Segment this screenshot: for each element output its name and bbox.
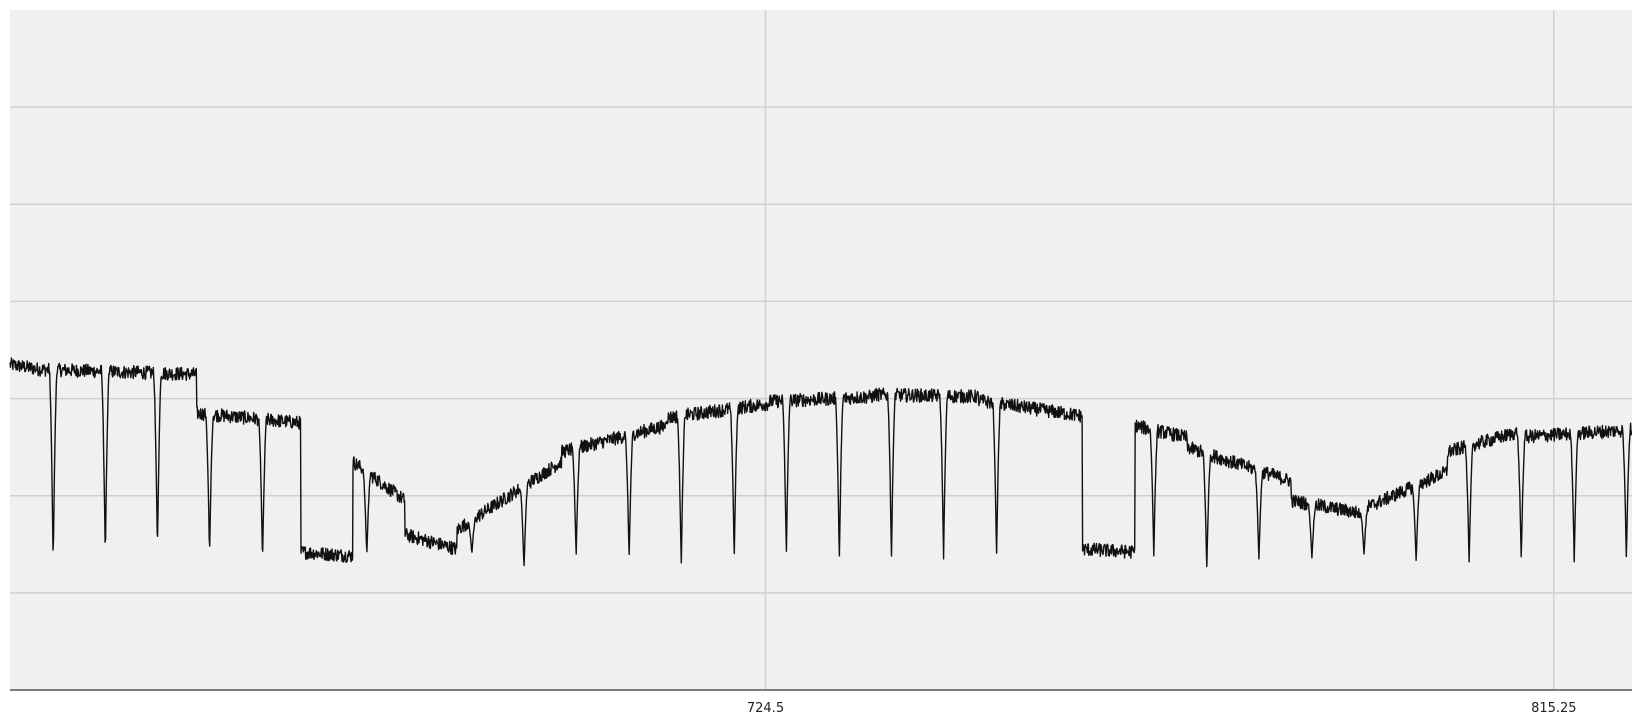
plot-background — [10, 10, 1632, 690]
series-line — [9, 357, 1632, 568]
x-tick-label: 724.5 — [747, 701, 784, 716]
x-tick-labels: 724.5 815.25 — [747, 701, 1577, 716]
x-tick-label: 815.25 — [1531, 701, 1577, 716]
